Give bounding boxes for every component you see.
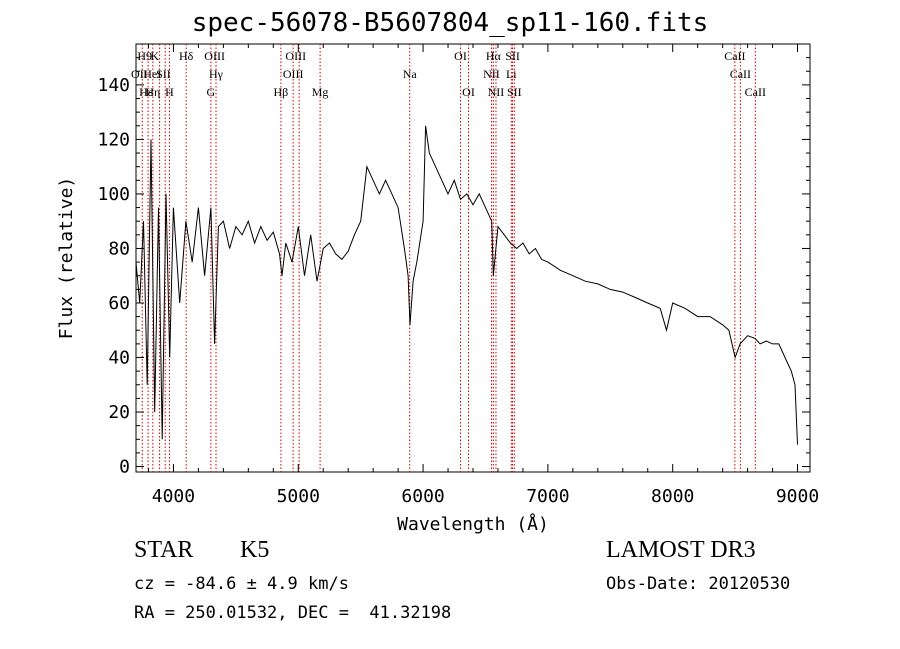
- spectral-line-label: SII: [156, 67, 171, 81]
- spectral-line-label: Hδ: [179, 49, 194, 63]
- spectral-line-label: NII: [488, 85, 505, 99]
- object-class: STAR: [134, 537, 194, 563]
- spectral-line-label: OI: [462, 85, 475, 99]
- spectral-line-label: OI: [454, 49, 467, 63]
- spectral-line-label: Hα: [486, 49, 502, 63]
- survey-name: LAMOST DR3: [606, 537, 756, 563]
- spectral-line-label: OIII: [204, 49, 225, 63]
- redshift-value: cz = -84.6 ± 4.9 km/s: [134, 574, 349, 594]
- spectral-line-label: Li: [506, 67, 517, 81]
- spectral-line-label: G: [207, 85, 216, 99]
- spectral-line-label: H: [165, 85, 174, 99]
- spectral-line-label: CaII: [724, 49, 745, 63]
- spectral-line-label: OIII: [285, 49, 306, 63]
- x-tick-label: 9000: [776, 486, 819, 507]
- spectral-line-label: H9: [137, 49, 152, 63]
- spectral-line-label: OII: [131, 67, 148, 81]
- coordinates: RA = 250.01532, DEC = 41.32198: [134, 603, 452, 623]
- y-tick-label: 100: [97, 184, 130, 205]
- y-axis-label: Flux (relative): [56, 177, 77, 340]
- chart-title: spec-56078-B5607804_sp11-160.fits: [191, 8, 709, 38]
- spectral-line-label: CaII: [730, 67, 751, 81]
- plot-frame: [135, 43, 811, 473]
- object-subclass: K5: [240, 537, 270, 563]
- x-tick-label: 4000: [152, 486, 195, 507]
- x-tick-label: 7000: [526, 486, 569, 507]
- y-tick-label: 0: [119, 457, 130, 478]
- spectral-line-label: K: [150, 49, 159, 63]
- spectral-line-label: Hγ: [209, 67, 224, 81]
- y-tick-label: 80: [108, 238, 130, 259]
- x-tick-label: 6000: [401, 486, 444, 507]
- spectral-line-label: NII: [483, 67, 500, 81]
- x-tick-label: 8000: [651, 486, 694, 507]
- obs-date: Obs-Date: 20120530: [606, 574, 791, 594]
- x-tick-label: 5000: [277, 486, 320, 507]
- x-axis-label: Wavelength (Å): [397, 513, 549, 535]
- spectral-line-label: Hε: [139, 85, 153, 99]
- spectral-line-label: SII: [507, 85, 522, 99]
- spectral-line-label: Hη: [145, 85, 160, 99]
- spectrum-line: [135, 125, 798, 445]
- spectral-line-label: HeI: [143, 67, 161, 81]
- y-tick-label: 20: [108, 402, 130, 423]
- spectral-line-label: SII: [505, 49, 520, 63]
- y-tick-label: 140: [97, 75, 130, 96]
- spectral-line-label: CaII: [745, 85, 766, 99]
- spectral-line-label: OIII: [283, 67, 304, 81]
- y-tick-label: 40: [108, 348, 130, 369]
- spectral-line-label: Hβ: [274, 85, 289, 99]
- y-tick-label: 60: [108, 293, 130, 314]
- spectral-line-label: Mg: [312, 85, 329, 99]
- y-tick-label: 120: [97, 129, 130, 150]
- spectral-line-label: Na: [403, 67, 418, 81]
